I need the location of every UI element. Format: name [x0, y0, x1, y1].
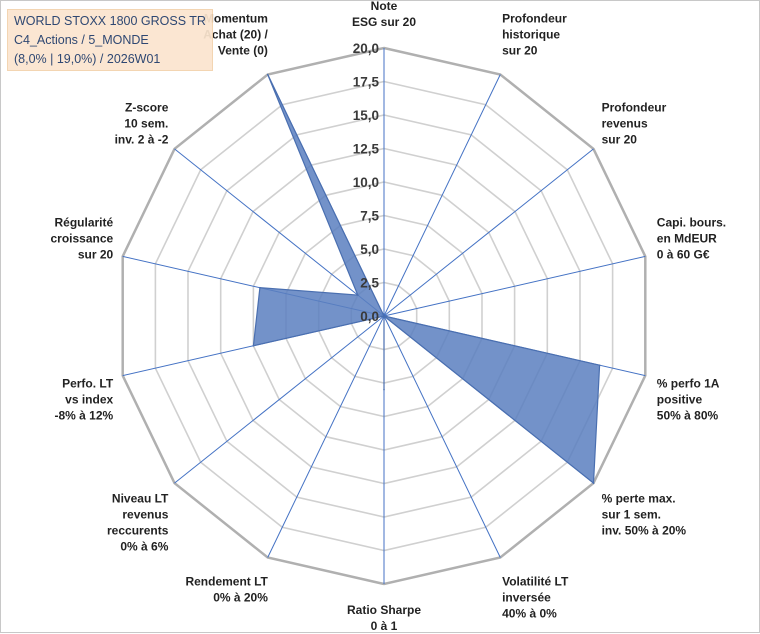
chart-title-box: WORLD STOXX 1800 GROSS TR C4_Actions / 5… — [7, 9, 213, 71]
axis-label-line: sur 20 — [502, 43, 538, 57]
axis-label-line: Niveau LT — [112, 491, 169, 505]
axis-label-line: Ratio Sharpe — [347, 603, 421, 617]
axis-label-line: Achat (20) / — [203, 27, 268, 41]
axis-label-line: 40% à 0% — [502, 607, 557, 621]
axis-label-line: sur 20 — [602, 133, 638, 147]
axis-label-line: Vente (0) — [218, 43, 268, 57]
axis-labels: Note ESG sur 20 Profondeur historique sur 20… — [50, 1, 726, 633]
axis-label: Momentum Achat (20) / Vente (0) — [203, 11, 268, 57]
axis-label-line: croissance — [50, 231, 113, 245]
axis-label-line: inv. 50% à 20% — [602, 523, 687, 537]
axis-label-line: 0% à 6% — [120, 539, 168, 553]
axis-label: Note ESG sur 20 — [352, 1, 416, 29]
axis-label: Profondeur historique sur 20 — [502, 11, 567, 57]
data-point — [383, 388, 385, 391]
data-point — [592, 482, 595, 484]
axis-label: Volatilité LT inversée 40% à 0% — [502, 575, 569, 621]
axis-label: Z-score 10 sem. inv. 2 à -2 — [115, 101, 169, 147]
axis-label-line: -8% à 12% — [54, 409, 113, 423]
axis-label: Ratio Sharpe 0 à 1 — [347, 603, 421, 633]
series-area — [252, 73, 601, 485]
axis-spoke — [174, 148, 385, 317]
axis-label-line: % perte max. — [602, 491, 676, 505]
axis-label-line: Z-score — [125, 101, 169, 115]
data-point — [252, 345, 255, 347]
axis-label-line: Volatilité LT — [502, 575, 569, 589]
axis-label-line: sur 1 sem. — [602, 507, 661, 521]
data-point — [383, 315, 385, 317]
axis-spoke — [383, 148, 594, 317]
axis-label-line: Rendement LT — [185, 575, 268, 589]
axis-label-line: Note — [371, 1, 398, 13]
axis-label: Perfo. LT vs index -8% à 12% — [54, 377, 113, 423]
axis-label-line: ESG sur 20 — [352, 15, 416, 29]
axis-label: Capi. bours. en MdEUR 0 à 60 G€ — [657, 215, 726, 261]
tick-label: 12,5 — [353, 142, 380, 157]
axis-label-line: revenus — [122, 507, 168, 521]
axis-label: Profondeur revenus sur 20 — [602, 101, 667, 147]
tick-label: 20,0 — [353, 41, 379, 56]
tick-label: 2,5 — [360, 276, 379, 291]
axis-label-line: Capi. bours. — [657, 215, 726, 229]
axis-label-line: vs index — [65, 393, 113, 407]
axis-spoke — [383, 315, 501, 558]
title-line-3: (8,0% | 19,0%) / 2026W01 — [14, 52, 161, 66]
axis-label-line: 10 sem. — [124, 117, 168, 131]
axis-label-line: historique — [502, 27, 560, 41]
tick-label: 17,5 — [353, 75, 380, 90]
axis-label-line: Momentum — [204, 11, 268, 25]
axis-label: Niveau LT revenus reccurents 0% à 6% — [107, 491, 169, 553]
axis-label-line: reccurents — [107, 523, 169, 537]
axis-label-line: inv. 2 à -2 — [115, 133, 169, 147]
tick-label: 10,0 — [353, 175, 379, 190]
axis-spoke — [174, 315, 385, 484]
axis-spoke — [383, 255, 646, 317]
title-line-1: WORLD STOXX 1800 GROSS TR — [14, 14, 206, 28]
axis-label-line: sur 20 — [78, 247, 114, 261]
data-point — [266, 73, 269, 76]
tick-label: 7,5 — [360, 209, 379, 224]
data-point — [259, 286, 261, 289]
axis-label-line: revenus — [602, 117, 648, 131]
axis-label: % perfo 1A positive 50% à 80% — [657, 377, 720, 423]
axis-label-line: 0% à 20% — [213, 591, 268, 605]
axis-label-line: positive — [657, 393, 703, 407]
axis-label-line: en MdEUR — [657, 231, 717, 245]
axis-label-line: 0 à 60 G€ — [657, 247, 710, 261]
axis-label: Régularité croissance sur 20 — [50, 215, 113, 261]
axis-label-line: 0 à 1 — [371, 619, 398, 633]
axis-label-line: inversée — [502, 591, 551, 605]
axis-spoke — [267, 315, 385, 558]
axis-spoke — [383, 74, 501, 317]
axis-label-line: 50% à 80% — [657, 409, 719, 423]
data-point — [357, 294, 359, 296]
tick-label: 0,0 — [360, 309, 379, 324]
tick-labels: 0,0 2,5 5,0 7,5 10,0 12,5 15,0 17,5 20,0 — [353, 41, 380, 324]
data-point — [598, 364, 601, 367]
axis-label: Rendement LT 0% à 20% — [185, 575, 268, 605]
axis-label-line: % perfo 1A — [657, 377, 720, 391]
axis-label-line: Régularité — [55, 215, 114, 229]
axis-label-line: Perfo. LT — [62, 377, 114, 391]
axis-label: % perte max. sur 1 sem. inv. 50% à 20% — [602, 491, 687, 537]
axis-label-line: Profondeur — [502, 11, 567, 25]
tick-label: 5,0 — [360, 242, 379, 257]
axis-label-line: Profondeur — [602, 101, 667, 115]
tick-label: 15,0 — [353, 108, 379, 123]
title-line-2: C4_Actions / 5_MONDE — [14, 33, 149, 47]
